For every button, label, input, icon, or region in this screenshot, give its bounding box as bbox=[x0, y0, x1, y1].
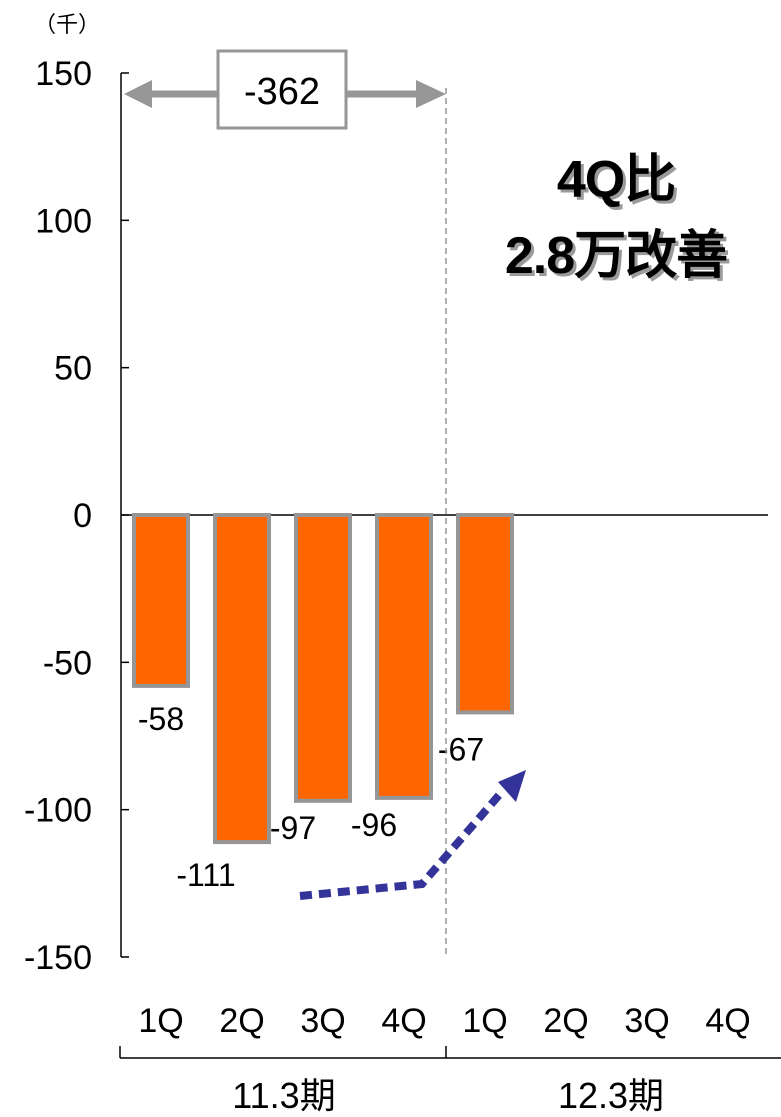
total-box bbox=[216, 49, 348, 130]
trend-arrow bbox=[299, 770, 526, 900]
total-value: -362 bbox=[244, 71, 320, 113]
y-tick-label: 100 bbox=[35, 202, 92, 240]
trend-arrow-head bbox=[498, 770, 526, 802]
y-tick-label: -150 bbox=[24, 939, 92, 977]
x-tick-label: 4Q bbox=[381, 1002, 426, 1040]
total-arrow-right-head bbox=[416, 80, 446, 108]
data-label: -97 bbox=[270, 810, 316, 846]
improvement-callout: 4Q比 4Q比 2.8万改善 2.8万改善 bbox=[505, 151, 731, 288]
period-label: 11.3期 bbox=[232, 1075, 335, 1116]
bar bbox=[456, 513, 514, 715]
x-tick-label: 1Q bbox=[138, 1002, 183, 1040]
y-tick-label: 0 bbox=[73, 497, 92, 535]
callout-line2: 2.8万改善 bbox=[505, 227, 727, 285]
total-arrow-left-head bbox=[124, 80, 152, 108]
period-total-annotation: -362 bbox=[124, 49, 446, 130]
x-tick-label: 1Q bbox=[462, 1002, 507, 1040]
data-label: -96 bbox=[351, 807, 397, 843]
trend-arrow-line bbox=[299, 791, 504, 900]
callout-line1: 4Q比 bbox=[557, 151, 675, 209]
callout-line2-shadow: 2.8万改善 bbox=[508, 230, 730, 288]
x-tick-label: 4Q bbox=[705, 1002, 750, 1040]
y-tick-labels: 150 100 50 0 -50 -100 -150 bbox=[24, 55, 92, 977]
unit-label: （千） bbox=[34, 12, 100, 37]
period-labels: 11.3期 12.3期 bbox=[119, 1046, 781, 1116]
callout-line1-shadow: 4Q比 bbox=[560, 154, 678, 212]
x-tick-label: 2Q bbox=[219, 1002, 264, 1040]
x-tick-label: 2Q bbox=[543, 1002, 588, 1040]
x-tick-labels: 1Q 2Q 3Q 4Q 1Q 2Q 3Q 4Q bbox=[138, 1002, 750, 1040]
period-label: 12.3期 bbox=[558, 1075, 664, 1116]
data-label: -111 bbox=[176, 857, 235, 893]
bar bbox=[375, 513, 433, 800]
y-tick-label: -50 bbox=[43, 644, 92, 682]
x-tick-label: 3Q bbox=[300, 1002, 345, 1040]
bar bbox=[294, 513, 352, 803]
data-label: -67 bbox=[438, 731, 484, 767]
y-tick-label: 50 bbox=[54, 350, 92, 388]
y-tick-label: 150 bbox=[35, 55, 92, 93]
bars bbox=[132, 513, 514, 845]
y-tick-label: -100 bbox=[24, 792, 92, 830]
data-label: -58 bbox=[138, 701, 184, 737]
x-tick-label: 3Q bbox=[624, 1002, 669, 1040]
bar bbox=[213, 513, 271, 845]
bar bbox=[132, 513, 190, 688]
